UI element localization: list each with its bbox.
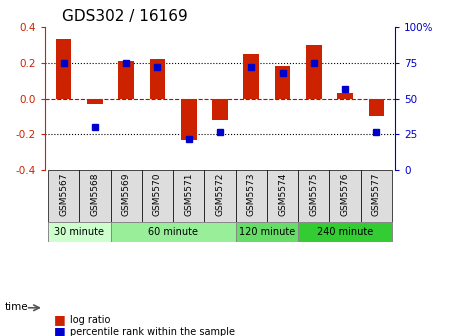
- Text: ■: ■: [54, 326, 66, 336]
- FancyBboxPatch shape: [361, 170, 392, 222]
- FancyBboxPatch shape: [110, 222, 236, 242]
- Text: GSM5576: GSM5576: [341, 173, 350, 216]
- Bar: [150, 59, 165, 98]
- Text: GSM5567: GSM5567: [59, 173, 68, 216]
- FancyBboxPatch shape: [173, 170, 204, 222]
- Text: 60 minute: 60 minute: [148, 227, 198, 237]
- FancyBboxPatch shape: [48, 170, 79, 222]
- Text: 240 minute: 240 minute: [317, 227, 373, 237]
- Text: GSM5571: GSM5571: [184, 173, 193, 216]
- Bar: [243, 54, 259, 98]
- FancyBboxPatch shape: [267, 170, 298, 222]
- Text: GSM5575: GSM5575: [309, 173, 318, 216]
- FancyBboxPatch shape: [298, 222, 392, 242]
- Bar: [369, 98, 384, 117]
- FancyBboxPatch shape: [330, 170, 361, 222]
- Text: time: time: [4, 302, 28, 312]
- Text: GDS302 / 16169: GDS302 / 16169: [62, 9, 188, 24]
- Text: 120 minute: 120 minute: [239, 227, 295, 237]
- FancyBboxPatch shape: [236, 222, 298, 242]
- FancyBboxPatch shape: [298, 170, 330, 222]
- Bar: [87, 98, 103, 104]
- FancyBboxPatch shape: [79, 170, 110, 222]
- Bar: [181, 98, 197, 140]
- Text: GSM5572: GSM5572: [216, 173, 224, 216]
- Text: ■: ■: [54, 313, 66, 326]
- Text: 30 minute: 30 minute: [54, 227, 104, 237]
- FancyBboxPatch shape: [110, 170, 142, 222]
- Text: percentile rank within the sample: percentile rank within the sample: [70, 327, 234, 336]
- Bar: [119, 61, 134, 98]
- Bar: [306, 45, 321, 98]
- FancyBboxPatch shape: [142, 170, 173, 222]
- FancyBboxPatch shape: [204, 170, 236, 222]
- Text: GSM5569: GSM5569: [122, 173, 131, 216]
- Text: log ratio: log ratio: [70, 315, 110, 325]
- FancyBboxPatch shape: [236, 170, 267, 222]
- Bar: [337, 93, 353, 98]
- FancyBboxPatch shape: [48, 222, 110, 242]
- Text: GSM5568: GSM5568: [90, 173, 99, 216]
- Bar: [275, 66, 291, 98]
- Text: GSM5574: GSM5574: [278, 173, 287, 216]
- Text: GSM5577: GSM5577: [372, 173, 381, 216]
- Bar: [56, 39, 71, 98]
- Bar: [212, 98, 228, 120]
- Text: GSM5573: GSM5573: [247, 173, 256, 216]
- Text: GSM5570: GSM5570: [153, 173, 162, 216]
